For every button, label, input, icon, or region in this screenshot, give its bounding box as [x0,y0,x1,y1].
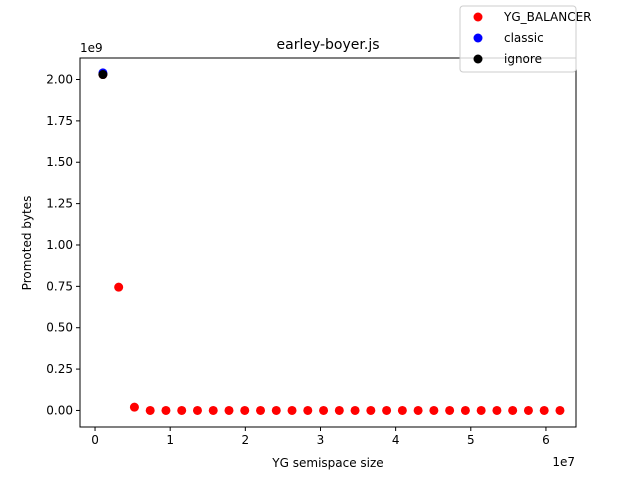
x-tick-label: 0 [91,433,99,447]
data-point-yg-balancer [429,405,439,415]
legend-label-yg-balancer: YG_BALANCER [503,10,592,24]
legend-box [459,5,577,73]
y-tick-label: 2.00 [46,73,73,87]
data-point-yg-balancer [145,405,155,415]
y-axis-offset-text: 1e9 [80,41,103,55]
data-point-yg-balancer [476,405,486,415]
x-axis-offset-text: 1e7 [552,455,575,469]
y-tick-label: 1.25 [46,197,73,211]
x-tick-label: 4 [392,433,400,447]
data-point-yg-balancer [382,405,392,415]
y-tick-label: 1.75 [46,114,73,128]
data-point-yg-balancer [555,405,565,415]
legend-marker-yg-balancer [473,12,483,22]
data-point-yg-balancer [192,405,202,415]
data-point-yg-balancer [334,405,344,415]
x-tick-label: 2 [242,433,250,447]
data-point-yg-balancer [508,405,518,415]
legend-label-ignore: ignore [504,52,542,66]
legend-marker-classic [473,33,483,43]
y-tick-label: 0.50 [46,321,73,335]
legend-label-classic: classic [504,31,544,45]
data-point-yg-balancer [224,405,234,415]
data-point-yg-balancer [177,405,187,415]
y-tick-label: 1.00 [46,238,73,252]
data-point-yg-balancer [350,405,360,415]
x-tick-label: 5 [467,433,475,447]
axes-frame [79,57,577,428]
data-point-yg-balancer [129,402,139,412]
data-point-yg-balancer [366,405,376,415]
legend-marker-ignore [473,54,483,64]
data-point-yg-balancer [287,405,297,415]
x-tick-label: 6 [542,433,550,447]
chart-title: earley-boyer.js [277,37,380,53]
data-point-yg-balancer [492,405,502,415]
y-axis-label: Promoted bytes [20,196,34,291]
data-point-yg-balancer [397,405,407,415]
data-point-yg-balancer [523,405,533,415]
data-point-yg-balancer [240,405,250,415]
data-point-ignore [98,70,108,80]
data-point-yg-balancer [539,405,549,415]
data-point-yg-balancer [161,405,171,415]
data-point-yg-balancer [445,405,455,415]
data-point-yg-balancer [303,405,313,415]
y-tick-label: 0.25 [46,362,73,376]
data-point-yg-balancer [256,405,266,415]
y-tick-label: 0.75 [46,279,73,293]
y-tick-label: 1.50 [46,155,73,169]
x-tick-label: 3 [317,433,325,447]
x-tick-label: 1 [166,433,174,447]
x-axis-label: YG semispace size [271,456,383,470]
y-tick-label: 0.00 [46,403,73,417]
data-point-yg-balancer [114,282,124,292]
plot-area: 0 1 2 3 4 5 6 0.00 0.25 0.50 0.75 1.00 1.25 1.50 1.75 2… [46,68,565,447]
data-point-yg-balancer [460,405,470,415]
data-point-yg-balancer [208,405,218,415]
data-point-yg-balancer [271,405,281,415]
data-point-yg-balancer [413,405,423,415]
data-point-yg-balancer [319,405,329,415]
